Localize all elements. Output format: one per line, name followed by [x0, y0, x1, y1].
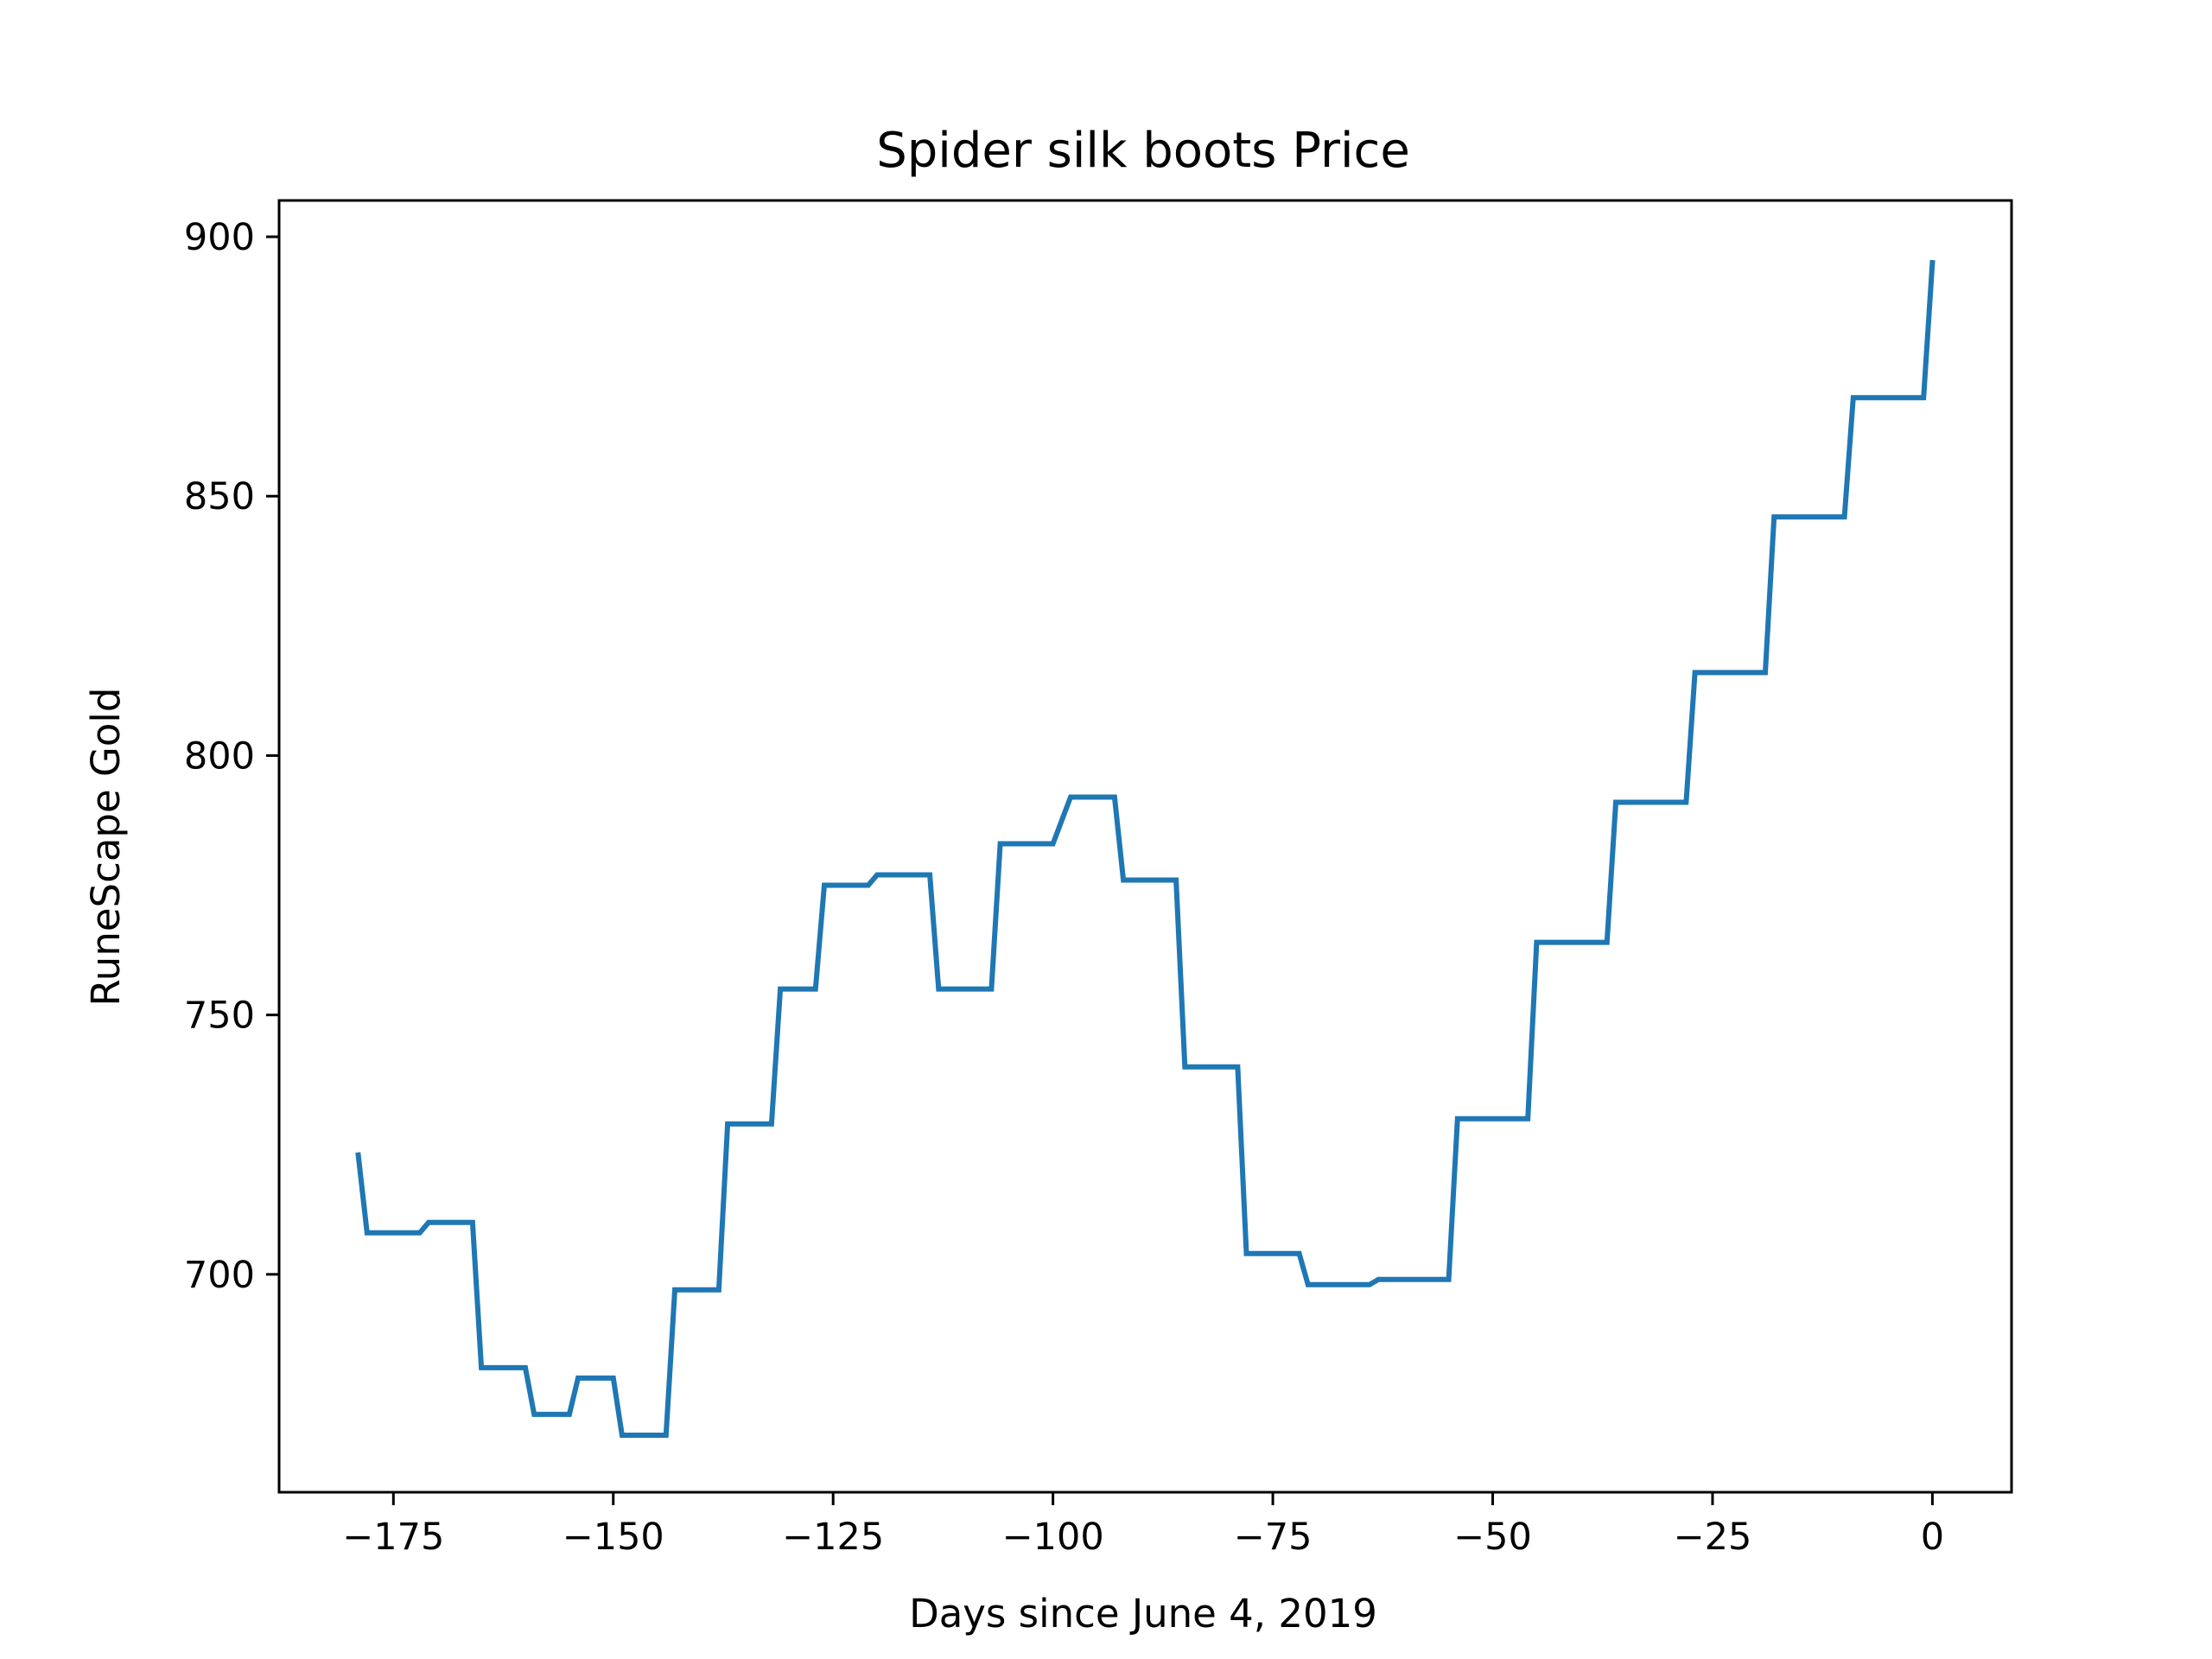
chart-title: Spider silk boots Price	[876, 123, 1410, 179]
x-axis-label: Days since June 4, 2019	[909, 1591, 1377, 1637]
y-axis-label: RuneScape Gold	[83, 688, 129, 1007]
y-axis: 700 750 800 850 900	[184, 216, 279, 1297]
x-tick-label: −100	[1002, 1516, 1104, 1559]
x-tick-label: −50	[1453, 1516, 1532, 1559]
x-tick-label: −125	[782, 1516, 884, 1559]
x-tick-label: −25	[1674, 1516, 1752, 1559]
y-tick-label: 800	[184, 734, 255, 778]
x-tick-label: 0	[1921, 1516, 1944, 1559]
x-axis: −175 −150 −125 −100 −75 −50 −25 0	[342, 1492, 1944, 1559]
plot-frame	[277, 199, 2013, 1494]
series-line-1	[355, 259, 1936, 1438]
y-tick-label: 850	[184, 475, 255, 518]
x-tick-label: −150	[563, 1516, 664, 1559]
x-tick-label: −75	[1234, 1516, 1313, 1559]
y-tick-label: 900	[184, 216, 255, 259]
plot-area	[355, 259, 1936, 1438]
y-tick-label: 750	[184, 995, 255, 1038]
y-tick-label: 700	[184, 1254, 255, 1297]
x-tick-label: −175	[342, 1516, 444, 1559]
